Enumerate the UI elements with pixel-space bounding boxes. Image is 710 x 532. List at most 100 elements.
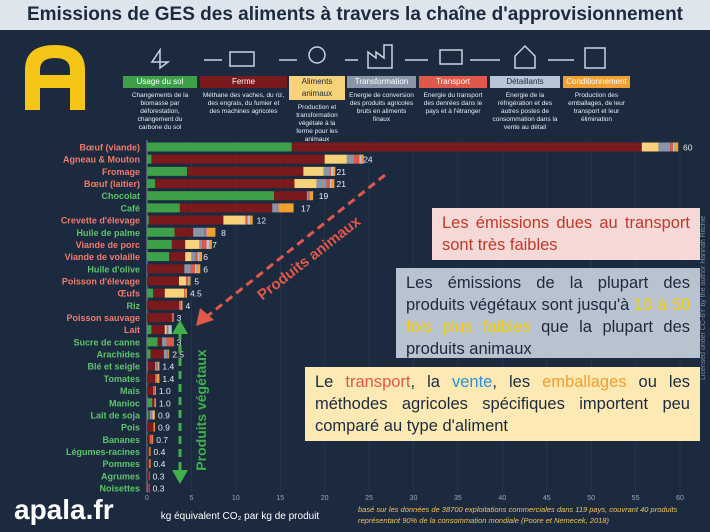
bar-segment: [329, 179, 332, 189]
total-label: 19: [319, 191, 329, 201]
total-label: 0.9: [158, 423, 170, 433]
arrow-label: Produits végétaux: [193, 349, 209, 471]
bar-segment: [207, 227, 216, 237]
annotation-text: Le: [315, 373, 346, 391]
bar-segment: [184, 288, 186, 298]
total-label: 4: [186, 301, 191, 311]
annotation-text: vente: [452, 373, 493, 391]
bar-segment: [152, 398, 155, 408]
bar-segment: [674, 142, 679, 152]
bar-segment: [148, 471, 150, 481]
stage-description: Méthane des vaches, du riz, des engrais,…: [202, 92, 285, 115]
y-tick-label: Lait: [124, 325, 140, 335]
bar-segment: [148, 459, 150, 469]
stage-name: Transport: [419, 76, 487, 88]
x-tick-label: 55: [632, 495, 640, 502]
total-label: 21: [337, 167, 347, 177]
logo: [25, 45, 85, 110]
y-tick-label: Bananes: [102, 435, 140, 445]
bar-segment: [152, 410, 155, 420]
bar-segment: [331, 179, 335, 189]
x-tick-label: 35: [454, 495, 462, 502]
annotation-text: Les émissions de la plupart des produits…: [406, 274, 690, 314]
bar-segment: [359, 154, 362, 164]
y-tick-label: Viande de volaille: [65, 252, 140, 262]
bar-segment: [323, 166, 330, 176]
y-tick-label: Poisson sauvage: [66, 313, 140, 323]
bar-segment: [172, 337, 174, 347]
bar-segment: [154, 361, 157, 371]
total-label: 7: [212, 240, 217, 250]
bar-segment: [278, 203, 280, 213]
total-label: 3: [177, 313, 182, 323]
bar-segment: [346, 154, 354, 164]
annotation: Les émissions de la plupart des produits…: [396, 268, 700, 358]
bar-segment: [326, 179, 330, 189]
y-tick-label: Viande de porc: [76, 240, 140, 250]
stage-name: Ferme: [200, 76, 287, 88]
annotation-text: emballages: [542, 373, 627, 391]
bar-segment: [158, 361, 160, 371]
bar-segment: [147, 349, 151, 359]
total-label: 0.4: [154, 447, 166, 457]
y-tick-label: Bœuf (laitier): [84, 179, 140, 189]
bar-segment: [209, 239, 212, 249]
annotation: Les émissions dues au transport sont trè…: [432, 208, 700, 260]
bar-segment: [148, 483, 150, 493]
total-label: 17: [301, 203, 311, 213]
total-label: 0.4: [154, 459, 166, 469]
annotation-text: Les émissions dues au transport sont trè…: [442, 214, 690, 254]
y-tick-label: Huile d'olive: [87, 264, 140, 274]
bar-segment: [185, 252, 192, 262]
bar-segment: [166, 337, 173, 347]
bar-segment: [163, 349, 168, 359]
total-label: 6: [203, 252, 208, 262]
bar-segment: [147, 313, 172, 322]
bar-segment: [153, 288, 165, 298]
bar-segment: [148, 215, 224, 225]
x-tick-label: 45: [543, 495, 551, 502]
y-tick-label: Café: [120, 203, 140, 213]
bar-segment: [147, 276, 179, 286]
total-label: 1.0: [159, 398, 171, 408]
y-tick-label: Pois: [121, 423, 140, 433]
y-tick-label: Tomates: [104, 374, 140, 384]
bar-segment: [193, 227, 205, 237]
bar-segment: [147, 252, 170, 262]
bar-segment: [204, 227, 207, 237]
bar-segment: [154, 179, 295, 189]
bar-segment: [147, 386, 154, 396]
bar-segment: [291, 142, 642, 152]
bar-segment: [147, 166, 187, 176]
stage-icons: [150, 44, 606, 70]
icon: [439, 49, 463, 65]
annotation-text: transport: [345, 373, 411, 391]
bar-segment: [247, 215, 251, 225]
bar-segment: [172, 313, 174, 322]
bar-segment: [147, 483, 149, 493]
icon: [229, 51, 255, 67]
bar-segment: [167, 325, 169, 335]
y-tick-label: Crevette d'élevage: [61, 216, 140, 226]
bar-segment: [150, 349, 164, 359]
stage-name: Aliments animaux: [289, 76, 345, 100]
y-tick-label: Fromage: [102, 167, 140, 177]
bar-segment: [154, 410, 155, 420]
total-label: 21: [337, 179, 347, 189]
bar-segment: [169, 252, 186, 262]
bar-segment: [187, 276, 189, 286]
bar-segment: [294, 179, 317, 189]
bar-segment: [147, 459, 149, 469]
stage-description: Energie de conversion des produits agric…: [349, 92, 414, 123]
y-tick-label: Lait de soja: [90, 410, 141, 420]
bar-segment: [152, 434, 154, 444]
x-tick-label: 60: [676, 495, 684, 502]
icon: [367, 44, 393, 69]
stage-name: Usage du sol: [123, 76, 197, 88]
icon: [308, 46, 326, 64]
bar-segment: [250, 215, 253, 225]
total-label: 4.5: [190, 289, 202, 299]
bar-segment: [147, 154, 152, 164]
bar-segment: [157, 337, 163, 347]
